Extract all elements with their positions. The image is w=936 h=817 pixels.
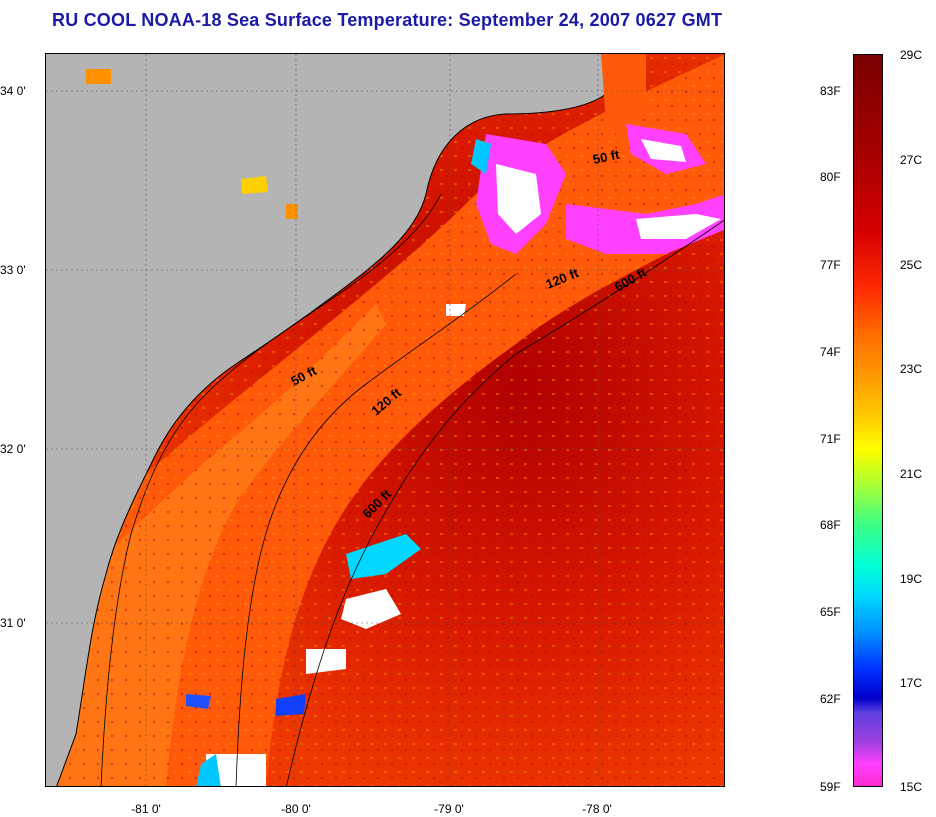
contour-label-50ft-north: 50 ft — [592, 147, 622, 167]
estuary — [601, 54, 646, 144]
colorbar-c-25: 25C — [900, 258, 923, 272]
lon-label-78: -78 0' — [582, 802, 612, 816]
colorbar-c-21: 21C — [900, 467, 923, 481]
colorbar-f-83: 83F — [820, 84, 841, 98]
lon-label-80: -80 0' — [281, 802, 311, 816]
colorbar-f-68: 68F — [820, 518, 841, 532]
graticule — [46, 54, 724, 786]
colorbar-c-17: 17C — [900, 676, 923, 690]
map-title: RU COOL NOAA-18 Sea Surface Temperature:… — [52, 10, 723, 30]
colorbar-c-29: 29C — [900, 48, 923, 62]
lon-label-81: -81 0' — [131, 802, 161, 816]
colorbar-c-23: 23C — [900, 362, 923, 376]
colorbar-c-15: 15C — [900, 780, 923, 794]
colorbar-f-65: 65F — [820, 605, 841, 619]
lat-label-32: 32 0' — [0, 442, 26, 456]
lon-label-79: -79 0' — [434, 802, 464, 816]
lat-label-34: 34 0' — [0, 84, 26, 98]
colorbar-f-80: 80F — [820, 170, 841, 184]
sst-map-canvas: 50 ft 120 ft 600 ft 50 ft 120 ft 600 ft — [46, 54, 724, 786]
colorbar-f-77: 77F — [820, 258, 841, 272]
colorbar-f-74: 74F — [820, 345, 841, 359]
cloud-patches — [86, 69, 724, 786]
colorbar-f-62: 62F — [820, 692, 841, 706]
lat-label-31: 31 0' — [0, 616, 26, 630]
colorbar-c-19: 19C — [900, 572, 923, 586]
colorbar-f-71: 71F — [820, 432, 841, 446]
land-mass — [46, 54, 606, 786]
colorbar-c-27: 27C — [900, 153, 923, 167]
temperature-colorbar — [853, 54, 883, 787]
colorbar-f-59: 59F — [820, 780, 841, 794]
sst-map: 50 ft 120 ft 600 ft 50 ft 120 ft 600 ft — [45, 53, 725, 787]
lat-label-33: 33 0' — [0, 263, 26, 277]
isobaths — [100, 193, 724, 786]
